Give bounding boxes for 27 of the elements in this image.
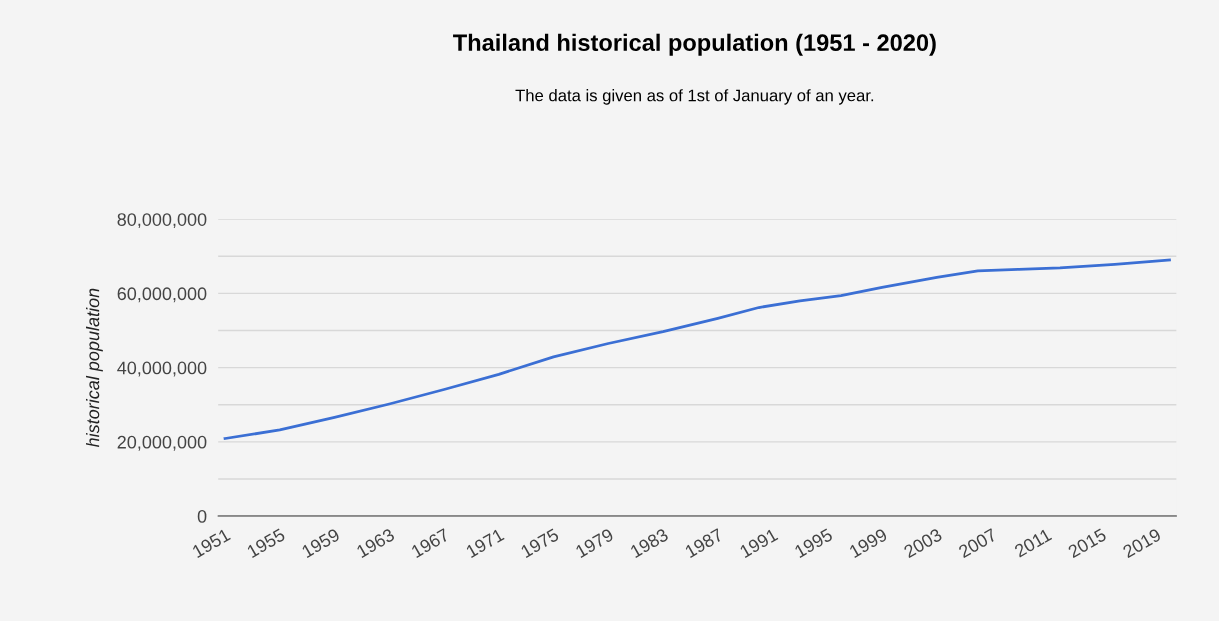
y-tick-label: 20,000,000	[117, 435, 207, 451]
x-tick-label: 2007	[957, 528, 998, 559]
y-tick-label: 60,000,000	[117, 287, 207, 303]
x-tick-label: 1991	[739, 528, 779, 559]
x-tick-label: 1951	[191, 528, 231, 559]
x-tick-label: 1995	[793, 527, 834, 559]
x-tick-label: 2003	[903, 527, 943, 559]
x-tick-label: 1987	[684, 528, 724, 559]
x-tick-label: 1983	[629, 527, 669, 559]
y-tick-label: 80,000,000	[117, 213, 207, 229]
x-tick-label: 1959	[301, 528, 341, 559]
chart-subtitle: The data is given as of 1st of January of an year.	[515, 89, 874, 105]
y-tick-label: 0	[197, 509, 207, 523]
x-tick-label: 2019	[1122, 528, 1162, 559]
x-tick-label: 1975	[520, 527, 560, 559]
y-axis-title: historical population	[86, 288, 103, 448]
x-tick-label: 1967	[410, 528, 450, 559]
x-tick-label: 1963	[355, 527, 396, 559]
x-tick-label: 1955	[246, 527, 286, 559]
x-tick-label: 1971	[465, 528, 505, 559]
y-tick-label: 40,000,000	[117, 361, 207, 377]
line-series	[223, 258, 1171, 440]
x-tick-label: 2011	[1013, 528, 1053, 558]
x-tick-label: 1999	[848, 528, 888, 559]
x-tick-label: 1979	[574, 528, 615, 559]
x-tick-label: 2015	[1067, 527, 1108, 559]
chart-title: Thailand historical population (1951 - 2020)	[453, 33, 936, 56]
